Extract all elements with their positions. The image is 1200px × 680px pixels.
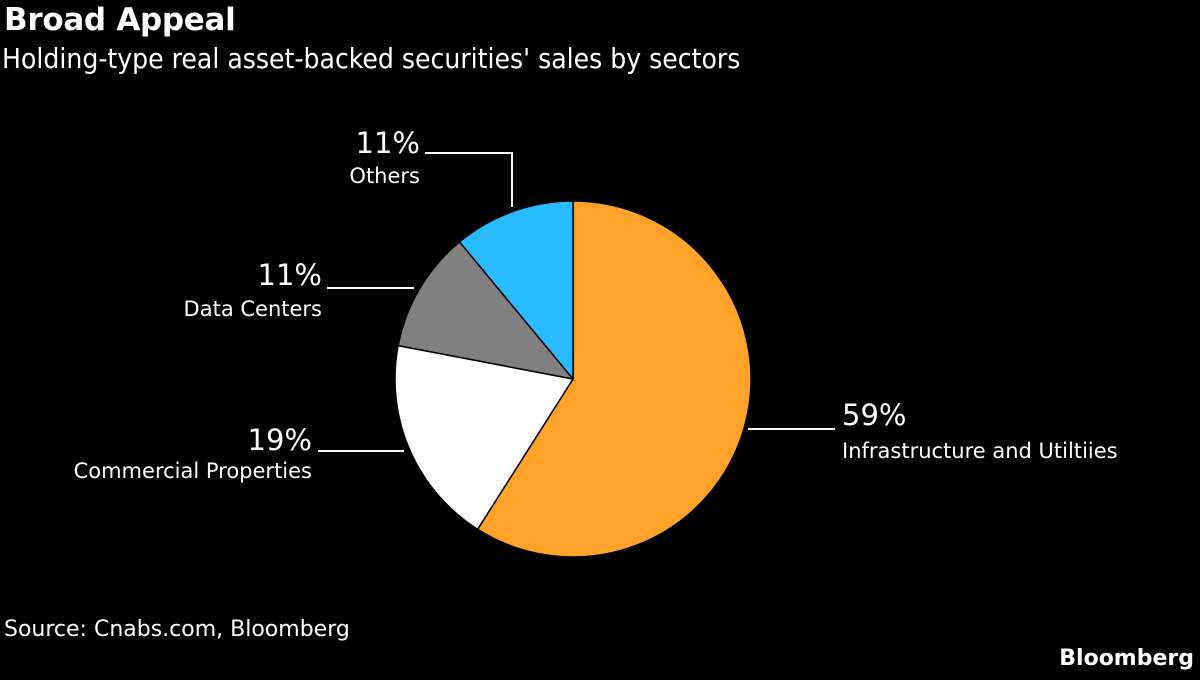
pie-slice-others [458,200,574,382]
slice-value-label-commercial: 19% [248,423,312,457]
slice-category-label-datacenters: Data Centers [184,297,322,321]
leader-lines [318,152,835,452]
slice-value-label-others: 11% [356,126,420,160]
bloomberg-logo: Bloomberg [1059,646,1194,671]
slice-category-label-others: Others [349,164,420,188]
source-note: Source: Cnabs.com, Bloomberg [4,617,350,642]
slice-category-label-commercial: Commercial Properties [74,459,312,483]
chart-subtitle: Holding-type real asset-backed securitie… [2,42,741,75]
chart-title: Broad Appeal [4,2,236,38]
slice-value-label-infrastructure: 59% [842,398,906,432]
slice-category-label-infrastructure: Infrastructure and Utiltiies [842,439,1118,463]
pie-slice-datacenters [397,240,575,381]
pie-slices [394,200,752,558]
leader-line-others [425,152,513,207]
pie-slice-infrastructure [476,200,752,558]
pie-slice-commercial [394,344,575,531]
slice-value-label-datacenters: 11% [258,258,322,292]
